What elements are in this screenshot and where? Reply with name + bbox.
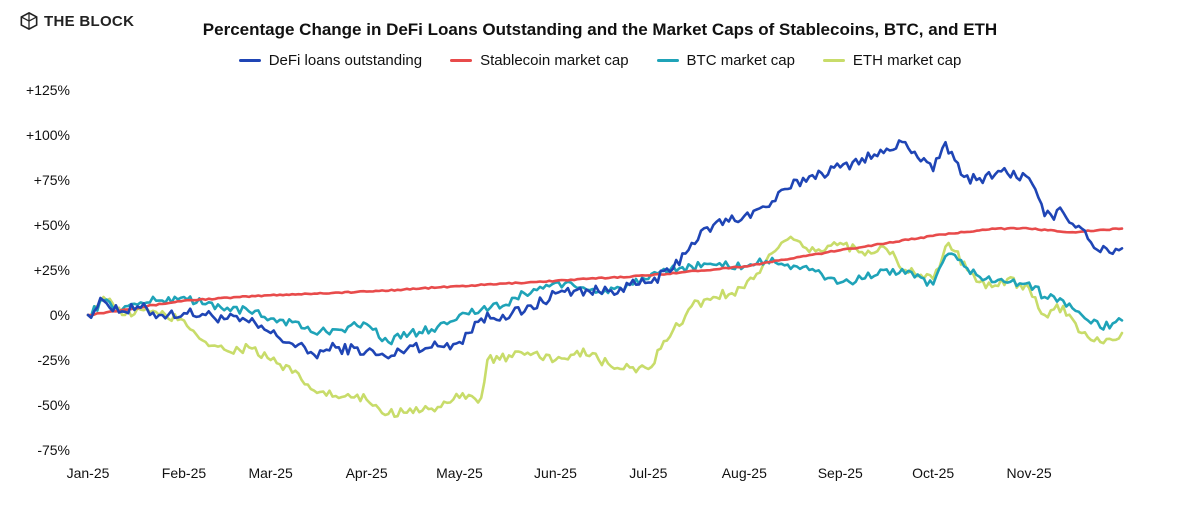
legend-swatch xyxy=(822,59,845,62)
series-line-stablecoin-market-cap xyxy=(86,226,1124,317)
x-tick-label: Apr-25 xyxy=(346,465,388,481)
y-tick-label: -25% xyxy=(37,352,70,368)
legend-swatch xyxy=(656,59,679,62)
legend-item: BTC market cap xyxy=(656,52,795,69)
y-tick-label: -50% xyxy=(37,397,70,413)
brand-name: THE BLOCK xyxy=(44,12,135,30)
legend-item: Stablecoin market cap xyxy=(450,52,629,69)
chart-legend: DeFi loans outstanding Stablecoin market … xyxy=(0,52,1200,69)
legend-label: Stablecoin market cap xyxy=(480,52,629,69)
x-axis: Jan-25 Feb-25 Mar-25 Apr-25 May-25 Jun-25 Jul-… xyxy=(67,465,1052,481)
legend-swatch xyxy=(450,59,473,62)
brand: THE BLOCK xyxy=(20,12,134,30)
y-tick-label: +50% xyxy=(34,217,70,233)
series-lines xyxy=(86,139,1124,418)
x-tick-label: Sep-25 xyxy=(818,465,863,481)
the-block-logo-icon xyxy=(20,12,38,30)
y-tick-label: +25% xyxy=(34,262,70,278)
y-tick-label: +100% xyxy=(26,127,70,143)
x-tick-label: Nov-25 xyxy=(1007,465,1052,481)
x-tick-label: Mar-25 xyxy=(248,465,293,481)
legend-label: BTC market cap xyxy=(686,52,795,69)
y-axis: -75% -50% -25% 0% +25% +50% +75% +100% +125% xyxy=(26,82,70,458)
chart-title: Percentage Change in DeFi Loans Outstand… xyxy=(202,20,998,39)
legend-label: ETH market cap xyxy=(852,52,962,69)
series-line-defi-loans-outstanding xyxy=(86,139,1124,360)
y-tick-label: 0% xyxy=(50,307,70,323)
legend-item: DeFi loans outstanding xyxy=(238,52,423,69)
y-tick-label: +75% xyxy=(34,172,70,188)
x-tick-label: Jan-25 xyxy=(67,465,110,481)
x-tick-label: Oct-25 xyxy=(912,465,954,481)
legend-item: ETH market cap xyxy=(822,52,962,69)
x-tick-label: Jul-25 xyxy=(629,465,667,481)
legend-label: DeFi loans outstanding xyxy=(268,52,423,69)
series-line-eth-market-cap xyxy=(86,235,1124,418)
x-tick-label: Aug-25 xyxy=(722,465,767,481)
x-tick-label: Jun-25 xyxy=(534,465,577,481)
x-tick-label: May-25 xyxy=(436,465,483,481)
x-tick-label: Feb-25 xyxy=(162,465,207,481)
y-tick-label: -75% xyxy=(37,442,70,458)
y-tick-label: +125% xyxy=(26,82,70,98)
series-line-btc-market-cap xyxy=(86,252,1124,346)
legend-swatch xyxy=(238,59,261,62)
